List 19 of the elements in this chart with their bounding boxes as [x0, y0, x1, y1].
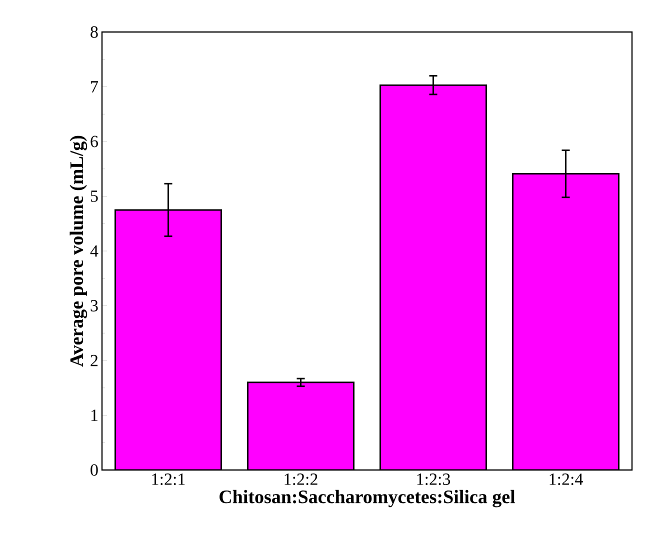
- y-tick-label: 1: [91, 410, 98, 421]
- y-tick-label: 3: [90, 300, 98, 312]
- x-tick-label: 1:2:4: [550, 474, 583, 486]
- y-tick-label: 6: [90, 136, 98, 148]
- bar: [248, 382, 354, 470]
- bar: [512, 173, 620, 470]
- y-tick-label: 4: [90, 245, 98, 257]
- y-tick-label: 0: [90, 464, 98, 476]
- y-tick-label: 7: [91, 81, 98, 92]
- bar: [115, 210, 222, 470]
- x-axis-title: Chitosan:Saccharomycetes:Silica gel: [220, 490, 516, 508]
- x-tick-label: 1:2:3: [417, 474, 450, 486]
- bar: [380, 85, 486, 470]
- y-tick-label: 5: [90, 190, 98, 202]
- x-tick-label: 1:2:1: [152, 474, 185, 486]
- y-axis-title: Average pore volume (mL/g): [70, 136, 88, 367]
- x-tick-label: 1:2:2: [284, 474, 318, 486]
- y-tick-label: 2: [90, 354, 98, 366]
- y-tick-label: 8: [90, 26, 98, 38]
